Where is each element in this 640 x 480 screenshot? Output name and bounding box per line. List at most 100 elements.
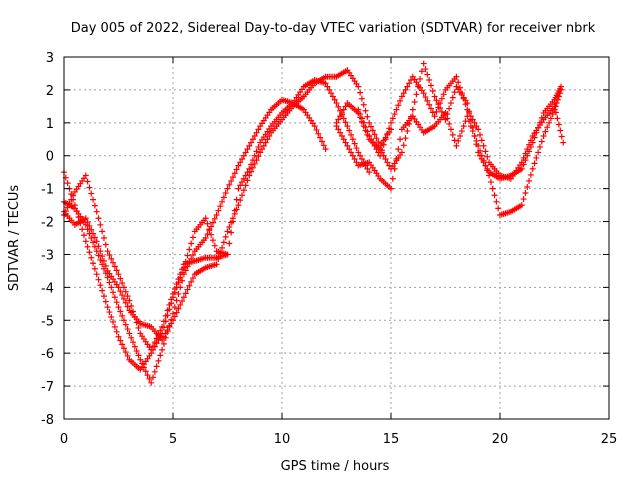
data-point	[80, 232, 87, 239]
data-point	[73, 208, 80, 215]
data-point	[117, 288, 124, 295]
data-point	[64, 204, 71, 211]
y-tick-label: -2	[41, 216, 54, 231]
data-point	[91, 202, 98, 209]
data-point	[427, 105, 434, 112]
data-point	[482, 148, 489, 155]
data-point	[366, 119, 373, 126]
data-point	[433, 108, 440, 115]
data-point	[93, 208, 100, 215]
data-point	[320, 142, 327, 149]
data-point	[317, 134, 324, 141]
data-point	[179, 298, 186, 305]
data-point	[369, 127, 376, 134]
data-point	[475, 149, 482, 156]
data-point	[120, 295, 127, 302]
data-point	[335, 126, 342, 133]
data-point	[186, 246, 193, 253]
data-point	[206, 226, 213, 233]
data-point	[233, 166, 240, 173]
data-point	[533, 154, 540, 161]
data-point	[108, 284, 115, 291]
data-point	[220, 239, 227, 246]
data-point	[64, 180, 71, 187]
data-point	[104, 274, 111, 281]
data-point	[124, 326, 131, 333]
data-point	[551, 103, 558, 110]
data-point	[224, 185, 231, 192]
data-point	[529, 165, 536, 172]
data-point	[244, 177, 251, 184]
data-point	[311, 123, 318, 130]
x-tick-label: 20	[492, 432, 509, 447]
data-point	[240, 187, 247, 194]
y-tick-label: 0	[46, 150, 54, 165]
data-point	[413, 91, 420, 98]
data-point	[253, 157, 260, 164]
data-point	[213, 261, 220, 268]
data-point	[160, 318, 167, 325]
data-point	[213, 211, 220, 218]
data-point	[397, 97, 404, 104]
data-point	[351, 140, 358, 147]
data-point	[111, 323, 118, 330]
data-point	[184, 252, 191, 259]
data-point	[355, 106, 362, 113]
data-point	[84, 243, 91, 250]
data-point	[144, 372, 151, 379]
data-point	[382, 136, 389, 143]
data-point	[235, 162, 242, 169]
data-point	[344, 123, 351, 130]
data-point	[335, 116, 342, 123]
data-point	[446, 105, 453, 112]
data-point	[342, 119, 349, 126]
data-point	[406, 80, 413, 87]
data-point	[171, 286, 178, 293]
data-point	[126, 297, 133, 304]
y-tick-label: -7	[41, 380, 54, 395]
data-point	[155, 357, 162, 364]
data-point	[518, 165, 525, 172]
data-point	[531, 160, 538, 167]
data-point	[520, 196, 527, 203]
data-point	[346, 146, 353, 153]
data-point	[122, 288, 129, 295]
data-point	[115, 304, 122, 311]
data-point	[246, 172, 253, 179]
data-point	[180, 294, 187, 301]
data-point	[264, 136, 271, 143]
data-point	[204, 220, 211, 227]
data-point	[333, 100, 340, 107]
data-point	[322, 80, 329, 87]
data-point	[242, 182, 249, 189]
data-point	[480, 159, 487, 166]
data-point	[106, 309, 113, 316]
data-point	[248, 139, 255, 146]
data-point	[255, 126, 262, 133]
data-point	[110, 318, 117, 325]
data-point	[546, 119, 553, 126]
data-point	[82, 172, 89, 179]
data-point	[253, 129, 260, 136]
data-point	[113, 299, 120, 306]
data-point	[102, 241, 109, 248]
data-point	[217, 250, 224, 257]
x-axis-label: GPS time / hours	[281, 459, 390, 474]
data-point	[113, 267, 120, 274]
data-point	[135, 352, 142, 359]
data-point	[433, 97, 440, 104]
data-point	[378, 147, 385, 154]
data-point	[460, 95, 467, 102]
data-point	[431, 113, 438, 120]
x-tick-label: 10	[274, 432, 291, 447]
data-point	[368, 123, 375, 130]
data-point	[160, 333, 167, 340]
data-point	[239, 156, 246, 163]
data-point	[235, 202, 242, 209]
data-point	[462, 101, 469, 108]
data-point	[173, 297, 180, 304]
data-point	[90, 230, 97, 237]
data-markers	[61, 60, 567, 386]
data-point	[429, 88, 436, 95]
data-point	[467, 113, 474, 120]
